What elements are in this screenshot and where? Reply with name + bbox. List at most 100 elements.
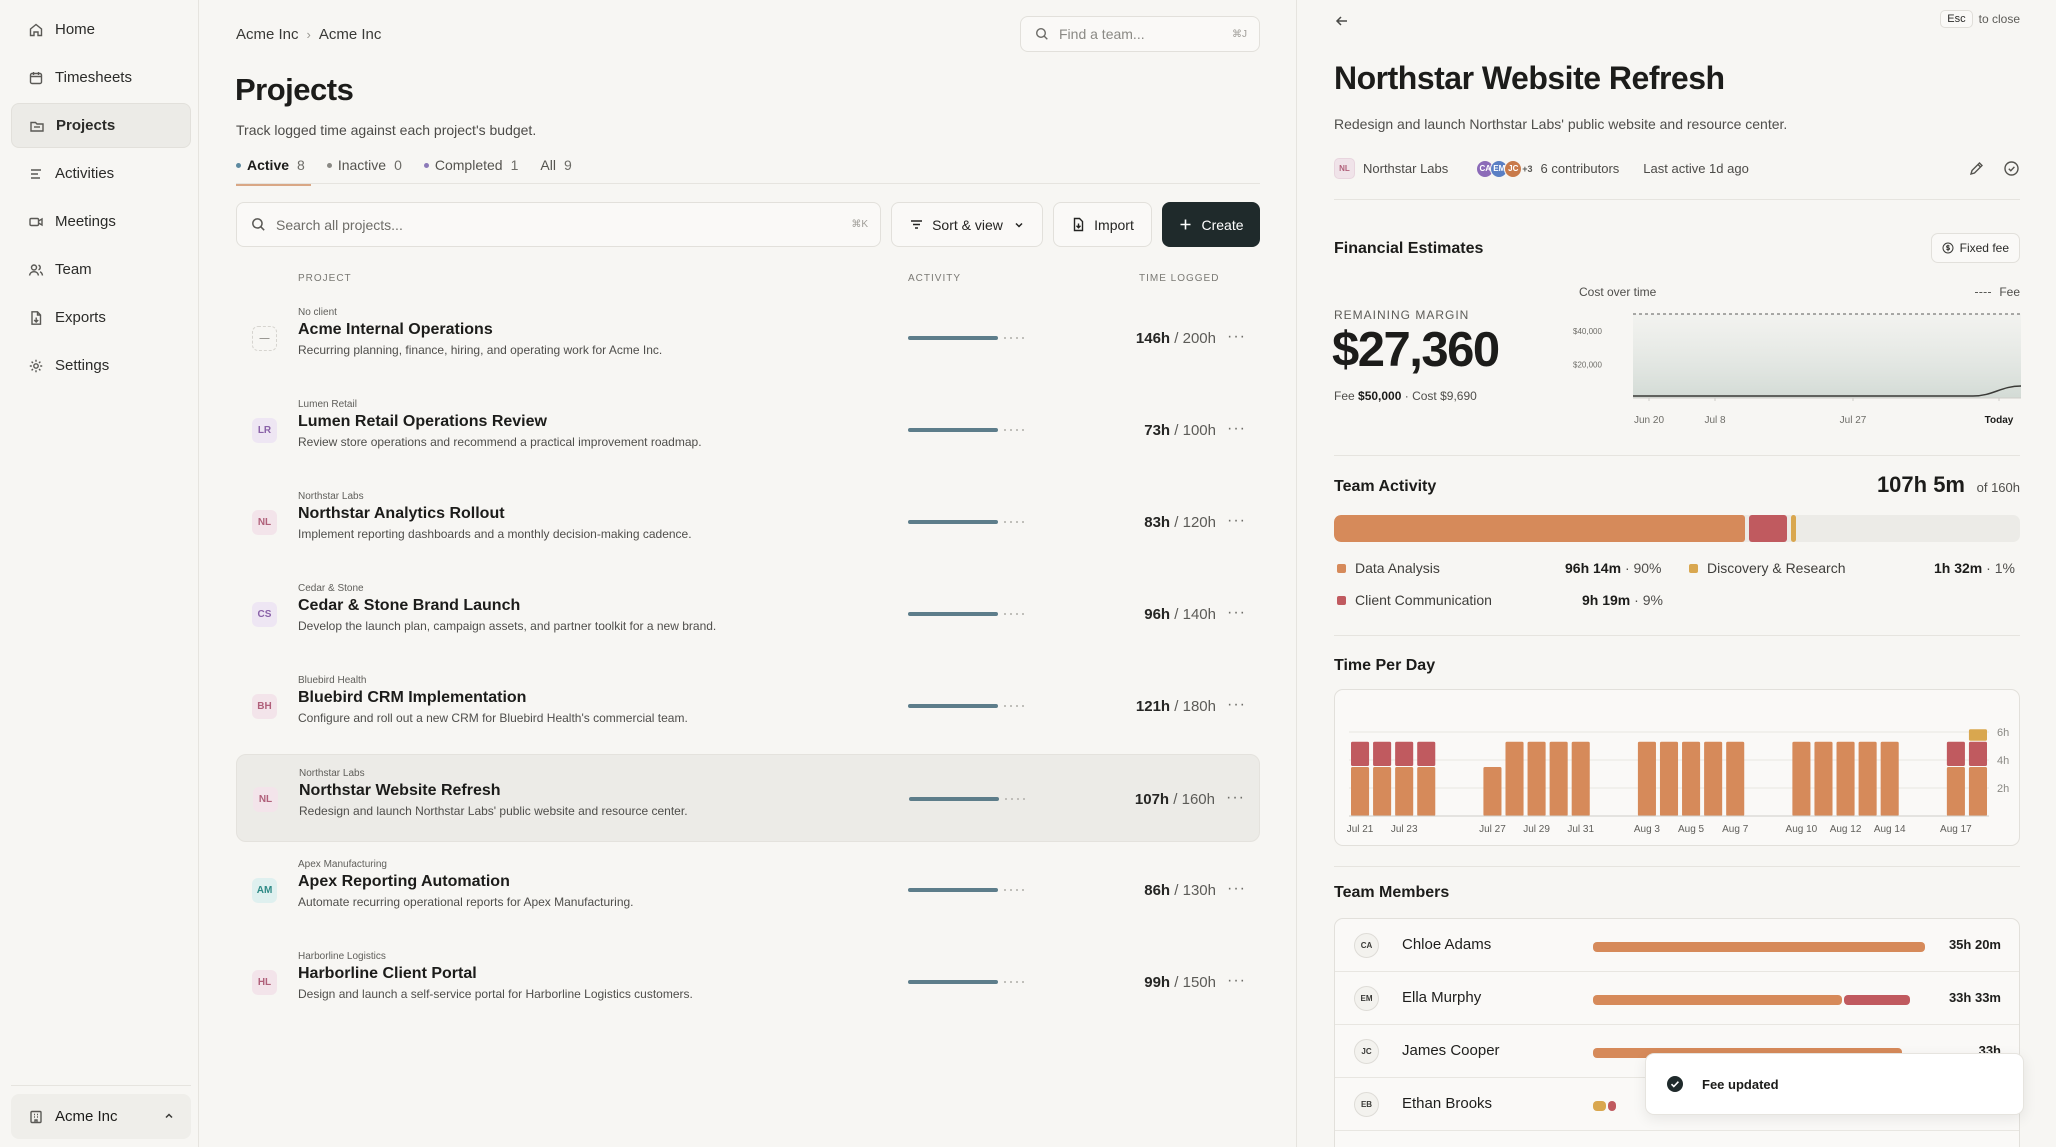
close-hint[interactable]: Esc to close <box>1940 10 2020 28</box>
activity-remaining <box>1002 429 1026 431</box>
arrow-left-icon[interactable] <box>1334 13 1350 29</box>
project-row[interactable]: AM Apex Manufacturing Apex Reporting Autom… <box>236 846 1260 934</box>
dollar-circle-icon <box>1942 242 1954 254</box>
project-name[interactable]: Lumen Retail Operations Review <box>298 413 547 430</box>
project-row[interactable]: HL Harborline Logistics Harborline Client … <box>236 938 1260 1026</box>
contributor-avatars[interactable]: CA EM JC +3 <box>1476 159 1533 178</box>
cost-line <box>1633 385 2022 397</box>
import-label: Import <box>1094 216 1134 233</box>
sidebar-item-label: Settings <box>55 357 110 374</box>
more-options-icon[interactable]: ··· <box>1227 972 1246 989</box>
cost-chart-legend: Fee <box>1975 285 2020 299</box>
more-options-icon[interactable]: ··· <box>1227 696 1246 713</box>
project-row[interactable]: — No client Acme Internal Operations Recurr… <box>236 294 1260 382</box>
pencil-icon[interactable] <box>1968 160 1985 177</box>
team-member-row[interactable]: EB Ethan Brooks <box>1335 1078 2019 1131</box>
hours-budget: / 150h <box>1174 974 1216 991</box>
project-name[interactable]: Bluebird CRM Implementation <box>298 689 527 706</box>
team-activity-segment[interactable] <box>1334 515 1745 542</box>
activity-fill <box>909 797 999 801</box>
legend-value: 1h 32m · 1% <box>1934 560 2015 576</box>
users-icon <box>28 263 44 276</box>
sidebar-item-settings[interactable]: Settings <box>11 343 191 388</box>
column-header-activity[interactable]: ACTIVITY <box>908 273 962 284</box>
member-bar-segment <box>1844 995 1910 1005</box>
fee-label: Fee <box>1334 389 1355 403</box>
x-tick-label: Aug 14 <box>1874 824 1906 835</box>
project-client: Apex Manufacturing <box>298 859 387 870</box>
project-client: Bluebird Health <box>298 675 367 686</box>
tab-inactive[interactable]: Inactive 0 <box>326 152 402 178</box>
breadcrumb-item[interactable]: Acme Inc <box>318 26 382 43</box>
more-options-icon[interactable]: ··· <box>1227 328 1246 345</box>
sidebar-item-meetings[interactable]: Meetings <box>11 199 191 244</box>
project-row[interactable]: NL Northstar Labs Northstar Analytics Roll… <box>236 478 1260 566</box>
project-name[interactable]: Cedar & Stone Brand Launch <box>298 597 521 614</box>
project-name[interactable]: Northstar Website Refresh <box>299 782 501 799</box>
time-per-day-card: 2h 4h 6h Jul 21 Jul 23 Jul 27 Jul 29 Jul 31 Aug … <box>1334 689 2020 846</box>
fixed-fee-label: Fixed fee <box>1959 241 2009 255</box>
member-name: Ella Murphy <box>1402 989 1482 1006</box>
project-name[interactable]: Harborline Client Portal <box>298 965 477 982</box>
activity-remaining <box>1003 798 1027 800</box>
team-activity-segment[interactable] <box>1791 515 1796 542</box>
breadcrumb-item[interactable]: Acme Inc <box>236 26 299 43</box>
more-options-icon[interactable]: ··· <box>1227 604 1246 621</box>
member-bar-segment <box>1593 1101 1606 1111</box>
project-name[interactable]: Acme Internal Operations <box>298 321 493 338</box>
detail-meta: NL Northstar Labs CA EM JC +3 6 contribu… <box>1334 158 1749 179</box>
column-header-project[interactable]: PROJECT <box>298 273 352 284</box>
more-options-icon[interactable]: ··· <box>1227 880 1246 897</box>
x-tick-label: Aug 3 <box>1634 824 1661 835</box>
sidebar-item-activities[interactable]: Activities <box>11 151 191 196</box>
import-button[interactable]: Import <box>1053 202 1152 247</box>
home-icon <box>29 23 43 36</box>
project-name[interactable]: Apex Reporting Automation <box>298 873 510 890</box>
more-options-icon[interactable]: ··· <box>1227 420 1246 437</box>
hours-logged: 73h <box>1144 422 1171 439</box>
legend-percent: · 1% <box>1986 560 2015 576</box>
fixed-fee-badge[interactable]: Fixed fee <box>1930 233 2020 263</box>
sidebar-item-home[interactable]: Home <box>11 7 191 52</box>
remaining-margin-label: REMAINING MARGIN <box>1334 308 1470 322</box>
project-row[interactable]: CS Cedar & Stone Cedar & Stone Brand Launc… <box>236 570 1260 658</box>
team-activity-segment[interactable] <box>1749 515 1787 542</box>
day-bar <box>1637 741 1656 816</box>
legend-hours: 1h 32m <box>1934 560 1983 576</box>
column-header-time-logged[interactable]: TIME LOGGED <box>1139 273 1220 284</box>
member-hours: 33h 33m <box>1948 990 2001 1005</box>
check-circle-icon[interactable] <box>2003 160 2020 177</box>
legend-percent: · 9% <box>1634 592 1663 608</box>
activity-bar <box>908 520 1026 524</box>
search-icon <box>1035 27 1048 40</box>
activity-remaining <box>1002 521 1026 523</box>
tab-active[interactable]: Active 8 <box>236 152 311 186</box>
search-projects-input[interactable]: Search all projects... ⌘K <box>236 202 881 247</box>
tab-all[interactable]: All 9 <box>540 152 571 178</box>
workspace-switcher[interactable]: Acme Inc <box>11 1094 191 1139</box>
project-row[interactable]: BH Bluebird Health Bluebird CRM Implementa… <box>236 662 1260 750</box>
client-name[interactable]: Northstar Labs <box>1363 161 1449 176</box>
tab-label: Active <box>247 157 290 173</box>
x-tick-label: Jul 27 <box>1479 824 1506 835</box>
day-bar <box>1549 741 1568 816</box>
day-bar <box>1417 741 1436 766</box>
project-row[interactable]: LR Lumen Retail Lumen Retail Operations Re… <box>236 386 1260 474</box>
sidebar-item-exports[interactable]: Exports <box>11 295 191 340</box>
sidebar-item-team[interactable]: Team <box>11 247 191 292</box>
client-avatar: CS <box>252 602 277 627</box>
activity-bar <box>908 888 1026 892</box>
more-options-icon[interactable]: ··· <box>1226 789 1245 806</box>
team-member-row[interactable]: CA Chloe Adams 35h 20m <box>1335 919 2019 972</box>
create-button[interactable]: Create <box>1162 202 1260 247</box>
team-member-row[interactable]: EM Ella Murphy 33h 33m <box>1335 972 2019 1025</box>
project-name[interactable]: Northstar Analytics Rollout <box>298 505 505 522</box>
sidebar-item-timesheets[interactable]: Timesheets <box>11 55 191 100</box>
sidebar-item-projects[interactable]: Projects <box>11 103 191 148</box>
sort-view-button[interactable]: Sort & view <box>891 202 1043 247</box>
more-options-icon[interactable]: ··· <box>1227 512 1246 529</box>
project-row[interactable]: NL Northstar Labs Northstar Website Refres… <box>236 754 1260 842</box>
tab-count: 9 <box>563 157 572 173</box>
tab-completed[interactable]: Completed 1 <box>423 152 518 178</box>
find-team-input[interactable]: Find a team... ⌘J <box>1020 16 1260 52</box>
